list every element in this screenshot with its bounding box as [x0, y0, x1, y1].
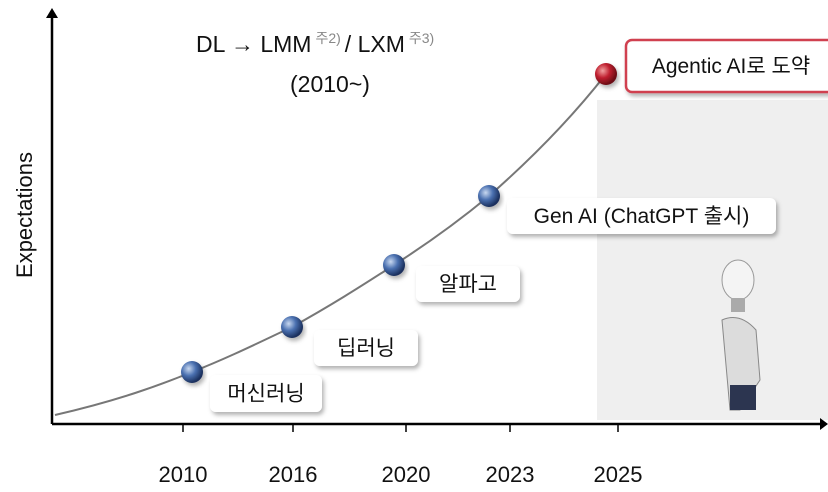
label-box — [314, 330, 418, 366]
year-label: 2010 — [159, 462, 208, 487]
milestone-point — [478, 185, 500, 207]
milestone-label: 알파고 — [439, 273, 497, 296]
milestone-label: 머신러닝 — [227, 383, 304, 406]
milestone-point — [383, 254, 405, 276]
heading-part: DL → LMM — [196, 31, 311, 57]
y-axis-arrow — [46, 8, 58, 18]
footnote-ref: 주3) — [409, 30, 434, 46]
background-panel — [597, 100, 828, 420]
label-box — [210, 375, 322, 412]
milestone-point — [281, 316, 303, 338]
label-box — [416, 266, 520, 302]
heading: DL → LMM 주2) / LXM 주3) — [196, 30, 434, 57]
label-box — [507, 198, 776, 234]
year-label: 2025 — [594, 462, 643, 487]
heading-part: / LXM — [345, 31, 405, 57]
year-label: 2020 — [382, 462, 431, 487]
label-box — [624, 38, 828, 94]
year-label: 2016 — [269, 462, 318, 487]
footnote-ref: 주2) — [315, 30, 340, 46]
milestone-label: Gen AI (ChatGPT 출시) — [534, 205, 750, 228]
milestone-point — [181, 361, 203, 383]
period: (2010~) — [290, 71, 370, 97]
milestone-label: 딥러닝 — [337, 337, 395, 360]
y-axis-label: Expectations — [12, 152, 37, 278]
x-axis-arrow — [820, 418, 828, 430]
milestone-label: Agentic AI로 도약 — [652, 55, 810, 78]
trend-curve — [54, 73, 607, 416]
milestone-point — [595, 63, 617, 85]
robot-illustration — [721, 259, 761, 411]
year-label: 2023 — [486, 462, 535, 487]
